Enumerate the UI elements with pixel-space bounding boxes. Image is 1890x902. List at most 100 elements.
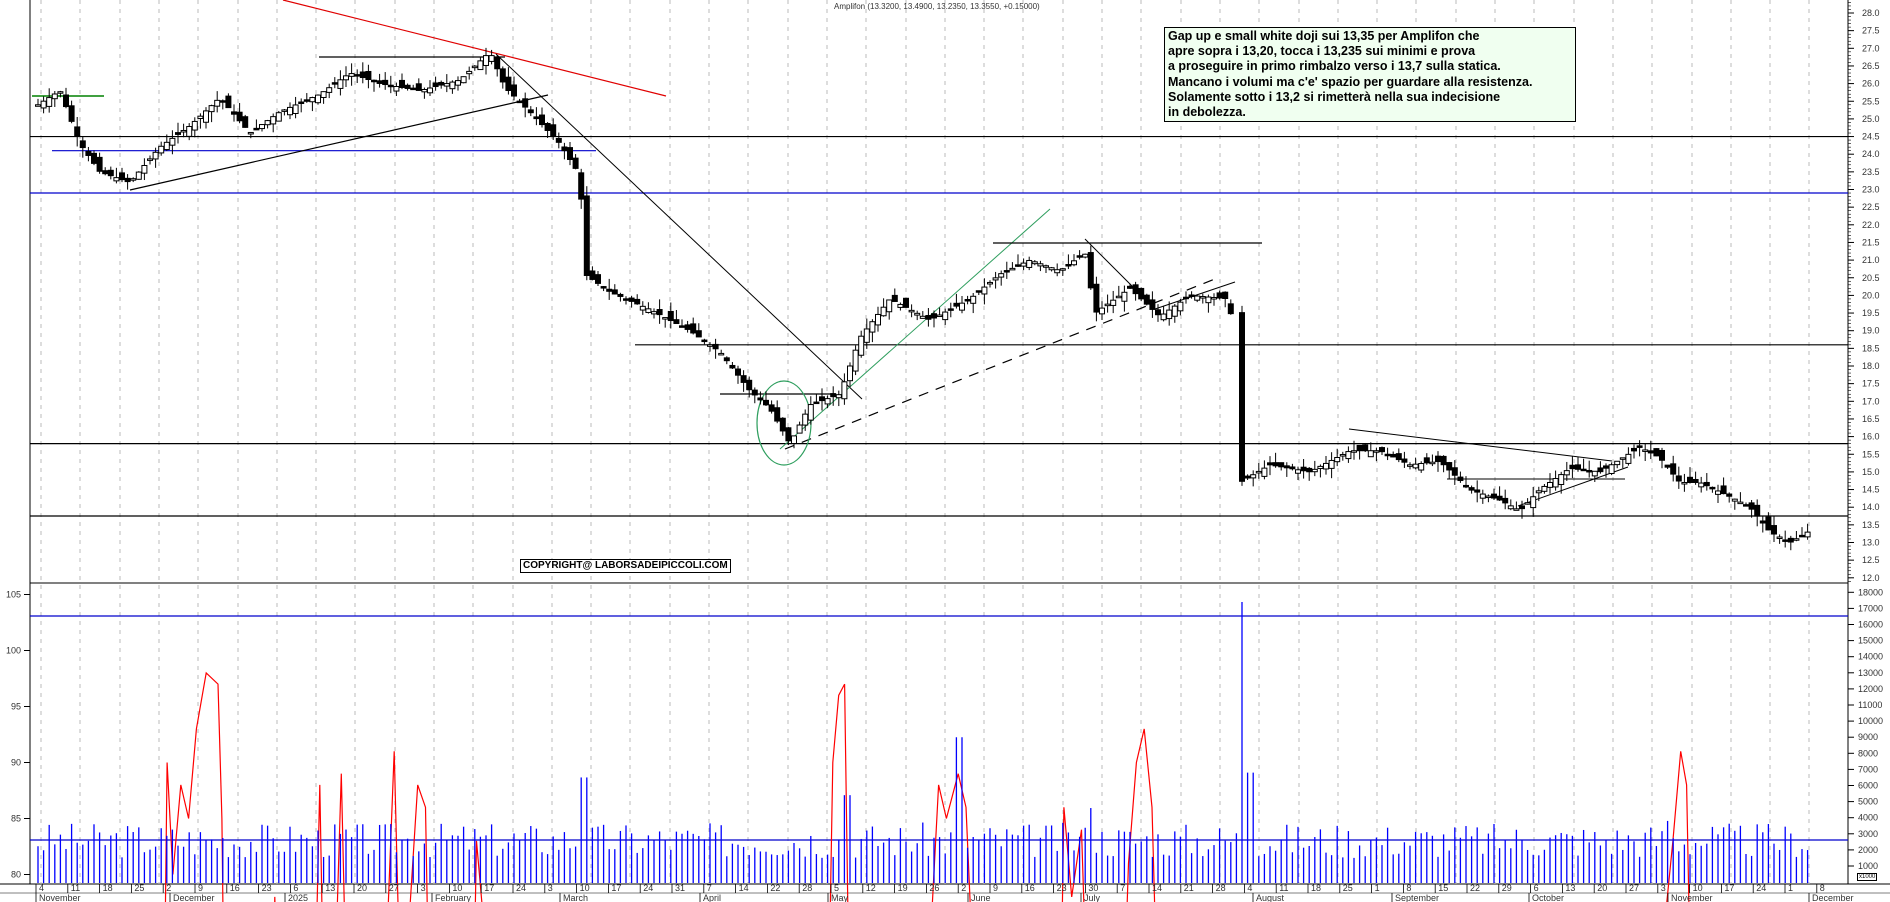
candle-body (875, 313, 881, 326)
support-trendline (129, 94, 549, 191)
candle-body (348, 73, 355, 77)
volume-tick-label: 6000 (1858, 781, 1878, 791)
candle-body (712, 343, 719, 350)
volume-tick-label: 13000 (1858, 668, 1883, 678)
volume-tick-label: 18000 (1858, 587, 1883, 597)
candle-body (1115, 295, 1122, 299)
day-label: 24 (516, 883, 526, 893)
price-tick-label: 24.0 (1862, 149, 1880, 159)
month-label: December (1812, 893, 1854, 902)
candle-body (1138, 287, 1145, 300)
candle-body (1547, 481, 1553, 488)
month-label: November (1671, 893, 1713, 902)
candle-body (1110, 299, 1117, 306)
note-line: Mancano i volumi ma c'e' spazio per guar… (1168, 74, 1533, 89)
volume-tick-label: 14000 (1858, 652, 1883, 662)
candle-body (880, 306, 887, 317)
candle-body (1239, 312, 1245, 482)
day-label: 20 (357, 883, 367, 893)
candle-body (1356, 444, 1363, 452)
chart-title: Amplifon (13.3200, 13.4900, 13.2350, 13.… (834, 2, 1040, 11)
day-label: 28 (802, 883, 812, 893)
candle-body (1754, 504, 1761, 517)
candle-body (163, 141, 170, 151)
candle-body (1283, 465, 1290, 469)
price-tick-label: 23.0 (1862, 185, 1880, 195)
copyright-label: COPYRIGHT@ LABORSADEIPICCOLI.COM (520, 559, 731, 573)
day-label: 30 (1088, 883, 1098, 893)
volume-tick-label: 11000 (1858, 700, 1882, 710)
candle-body (270, 116, 277, 125)
candle-body (690, 323, 697, 334)
candle-body (488, 55, 495, 62)
day-label: 9 (993, 883, 998, 893)
candle-body (376, 80, 383, 84)
candle-body (1059, 268, 1066, 271)
candle-body (1278, 462, 1285, 468)
day-label: 19 (898, 883, 908, 893)
candle-body (1211, 297, 1217, 300)
candle-body (1642, 449, 1649, 452)
candle-body (555, 137, 562, 143)
day-label: 2 (961, 883, 966, 893)
candle-body (152, 151, 159, 160)
candle-body (1485, 495, 1492, 499)
day-label: 14 (739, 883, 749, 893)
candle-body (959, 302, 965, 311)
candle-body (511, 84, 517, 97)
candle-body (981, 286, 988, 295)
candle-body (1451, 467, 1458, 476)
candle-body (326, 87, 333, 93)
candle-body (1261, 467, 1268, 477)
candle-body (1463, 484, 1469, 488)
candle-body (242, 116, 249, 128)
candle-body (1367, 450, 1374, 458)
candle-body (1675, 475, 1682, 482)
candle-body (600, 286, 607, 289)
month-label: 2025 (288, 893, 308, 902)
candle-body (550, 124, 557, 137)
candle-body (662, 317, 669, 320)
candle-body (236, 111, 243, 122)
candle-body (1636, 445, 1643, 448)
candle-body (40, 100, 47, 109)
candle-body (1429, 461, 1436, 465)
candle-body (595, 274, 601, 284)
volume-tick-label: 15000 (1858, 636, 1883, 646)
candle-body (723, 357, 730, 362)
candle-body (942, 311, 949, 321)
candle-body (1362, 444, 1369, 452)
osc-tick-label: 80 (11, 870, 21, 880)
candle-body (1771, 525, 1777, 535)
candle-body (869, 321, 876, 333)
candle-body (1446, 462, 1453, 471)
day-label: 22 (1470, 883, 1480, 893)
candle-body (449, 81, 456, 90)
candle-body (63, 94, 69, 108)
candle-body (1155, 309, 1161, 316)
candle-body (68, 105, 75, 122)
candle-body (975, 290, 982, 293)
candle-body (1412, 463, 1419, 469)
candle-body (1474, 489, 1481, 493)
candle-body (1099, 307, 1105, 315)
candle-body (891, 294, 898, 302)
day-label: 7 (707, 883, 712, 893)
candle-body (505, 76, 512, 91)
candle-body (1289, 466, 1296, 470)
candle-body (824, 398, 831, 405)
price-tick-label: 19.0 (1862, 326, 1880, 336)
candle-body (1194, 295, 1201, 301)
day-label: 16 (1025, 883, 1035, 893)
dashed-trendline (784, 276, 1221, 450)
day-label: 3 (548, 883, 553, 893)
candle-body (1647, 450, 1654, 454)
candle-body (1295, 469, 1301, 474)
candle-body (1250, 474, 1257, 479)
price-tick-label: 25.0 (1862, 114, 1880, 124)
candle-body (169, 137, 176, 146)
candle-body (343, 75, 349, 81)
analysis-note: Gap up e small white doji sui 13,35 per … (1164, 27, 1576, 123)
candle-body (231, 111, 237, 115)
candle-body (1569, 464, 1576, 470)
